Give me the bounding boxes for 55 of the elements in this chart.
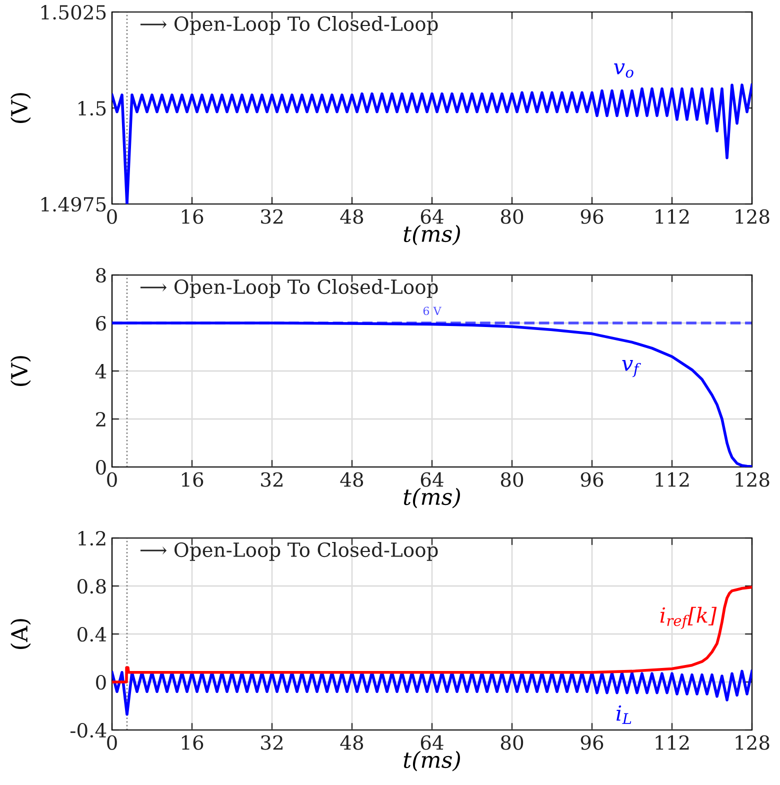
y-tick-label: 6 [96,316,106,331]
y-tick-label: 0 [96,460,106,475]
x-tick-label: 112 [656,472,689,487]
x-tick-label: 0 [107,735,117,750]
x-tick-label: 112 [656,735,689,750]
line-series [112,586,752,684]
x-tick-label: 128 [736,209,770,224]
y-tick-label: 1.2 [78,530,106,546]
x-tick-label: 128 [736,735,770,750]
x-tick-label: 128 [736,472,770,487]
x-tick-label: 64 [420,735,444,750]
y-tick-label: 8 [96,268,106,283]
y-tick-label: -0.4 [70,722,106,738]
x-tick-label: 32 [261,209,282,224]
x-tick-label: 0 [107,209,117,224]
y-tick-label: 1.5 [78,100,106,116]
x-tick-label: 96 [580,209,604,224]
ref-line-label: ⟶ Open-Loop To Closed-Loop [140,542,438,561]
y-axis-title: (A) [10,619,31,649]
y-tick-label: 1.4975 [41,196,106,212]
x-tick-label: 16 [182,735,204,750]
series-label: v$_{f}$ [622,360,641,378]
x-tick-label: 16 [182,209,204,224]
series-label: v$_{o}$ [614,63,634,78]
x-tick-label: 48 [340,209,364,224]
x-axis-title: t(ms) [404,488,460,508]
x-tick-label: 96 [580,735,604,750]
y-tick-label: 0.8 [78,578,106,594]
x-tick-label: 80 [500,735,524,750]
x-tick-label: 64 [420,209,444,224]
x-tick-label: 32 [261,472,282,487]
x-tick-label: 112 [656,209,689,224]
ref-line-label: 6 V [423,306,442,316]
x-axis-title: t(ms) [404,224,460,246]
x-tick-label: 16 [182,472,204,487]
y-tick-label: 4 [95,364,106,378]
x-tick-label: 32 [261,735,282,750]
ref-line-label: ⟶ Open-Loop To Closed-Loop [140,279,438,298]
x-tick-label: 80 [500,209,524,224]
x-axis-title: t(ms) [404,750,460,772]
x-tick-label: 48 [340,472,364,487]
x-tick-label: 96 [580,472,604,487]
y-tick-label: 1.5025 [41,4,106,20]
series-label: i$_{L}$ [616,705,632,724]
ref-line-label: ⟶ Open-Loop To Closed-Loop [140,16,438,35]
x-tick-label: 48 [340,735,364,750]
y-tick-label: 2 [96,412,106,426]
x-tick-label: 64 [420,472,444,487]
series-label: i$_{ref}$[k] [660,606,717,629]
y-tick-label: 0 [96,674,106,690]
x-tick-label: 80 [500,472,524,487]
y-tick-label: 0.4 [78,626,106,642]
y-axis-title: (V) [10,93,31,123]
x-tick-label: 0 [107,472,117,487]
y-axis-title: (V) [10,356,31,386]
